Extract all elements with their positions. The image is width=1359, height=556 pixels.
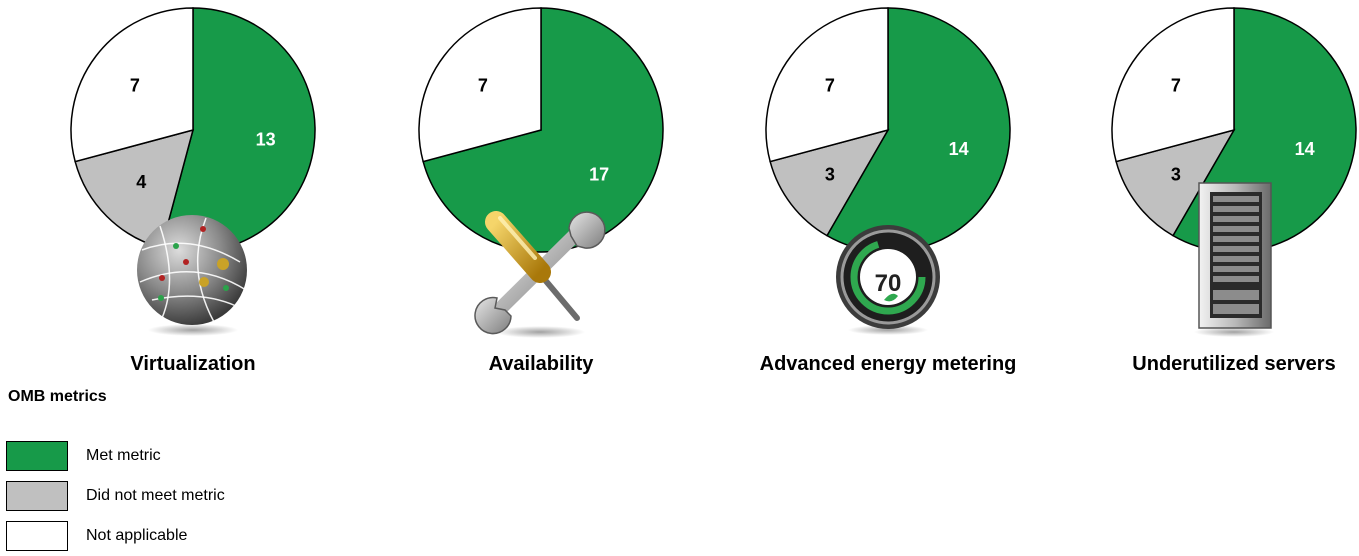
slice-value-label: 4 (136, 172, 146, 192)
slice-value-label: 7 (1171, 75, 1181, 95)
legend-label-not-met: Did not meet metric (86, 487, 225, 504)
pie-slice-not-applicable (418, 7, 542, 163)
slice-value-label: 17 (589, 165, 609, 185)
pie-slice-not-applicable (1111, 7, 1235, 163)
thermostat-meter-icon: 70 (836, 225, 940, 335)
pie-slice-not-applicable (70, 7, 194, 163)
wrench-screwdriver-icon (474, 211, 606, 338)
slice-value-label: 7 (130, 75, 140, 95)
pie-chart-advanced-energy-metering: 14 3 7 Advanced energy metering (760, 7, 1017, 375)
legend-swatch-met (6, 441, 68, 471)
pie-chart-availability: 17 7 Availability (418, 7, 664, 375)
pie-slice-not-applicable (765, 7, 889, 163)
legend-title: OMB metrics (8, 388, 107, 405)
slice-value-label: 14 (1295, 139, 1315, 159)
globe-network-icon (137, 215, 247, 336)
legend: Met metric Did not meet metric Not appli… (6, 436, 225, 556)
legend-label-na: Not applicable (86, 527, 188, 544)
chart-title: Availability (489, 353, 595, 375)
chart-title: Underutilized servers (1132, 353, 1335, 375)
pie-slice-did-not-meet-metric (769, 128, 890, 237)
legend-item-na: Not applicable (6, 516, 225, 556)
chart-title: Advanced energy metering (760, 353, 1017, 375)
slice-value-label: 3 (1171, 165, 1181, 185)
pie-slice-met-metric (422, 7, 664, 253)
legend-item-met: Met metric (6, 436, 225, 476)
pie-slice-did-not-meet-metric (1115, 128, 1236, 237)
legend-swatch-not-met (6, 481, 68, 511)
legend-swatch-na (6, 521, 68, 551)
slice-value-label: 13 (256, 130, 276, 150)
pie-chart-virtualization: 13 4 7 Virtualization (70, 7, 316, 375)
thermostat-reading: 70 (875, 270, 902, 297)
chart-title: Virtualization (130, 353, 255, 375)
legend-item-not-met: Did not meet metric (6, 476, 225, 516)
slice-value-label: 7 (478, 75, 488, 95)
legend-label-met: Met metric (86, 447, 161, 464)
server-rack-icon (1194, 182, 1274, 337)
slice-value-label: 3 (825, 165, 835, 185)
slice-value-label: 7 (825, 75, 835, 95)
slice-value-label: 14 (949, 139, 969, 159)
